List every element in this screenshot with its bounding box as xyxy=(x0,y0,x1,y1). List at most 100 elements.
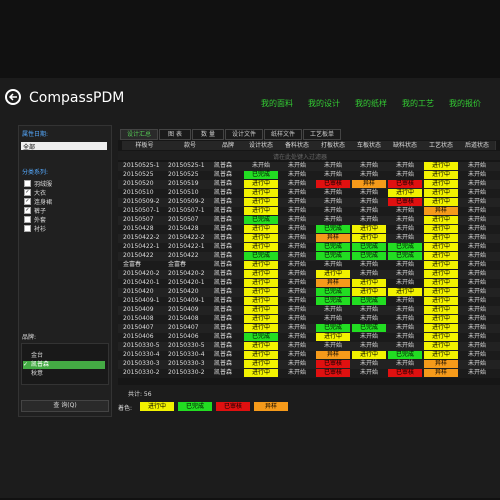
checkbox[interactable]: ✓ xyxy=(24,198,31,205)
status-cell: 未开始 xyxy=(323,198,342,205)
cell: 20150330-5 xyxy=(123,342,160,349)
status-cell: 未开始 xyxy=(287,180,306,187)
filter-hint[interactable]: 请在此处键入过滤器 xyxy=(273,154,328,161)
column-header: 车板状态 xyxy=(351,141,388,150)
column-header: 缺料状态 xyxy=(387,141,424,150)
status-cell: 未开始 xyxy=(467,198,486,205)
cell: 20150330-3 xyxy=(123,360,160,367)
row-bg xyxy=(118,324,500,333)
category-item[interactable]: 外套 xyxy=(34,217,47,224)
cell: 20150422-2 xyxy=(123,234,160,241)
status-cell: 未开始 xyxy=(467,180,486,187)
status-cell: 进行中 xyxy=(352,288,386,296)
status-cell: 未开始 xyxy=(287,297,306,304)
legend-label: 着色: xyxy=(118,405,133,412)
cell: 凯普森 xyxy=(214,324,233,331)
nav-item[interactable]: 我的工艺 xyxy=(402,99,434,108)
cell: 凯普森 xyxy=(214,162,233,169)
brand-item[interactable]: 凯普森 xyxy=(23,361,105,369)
status-cell: 已完成 xyxy=(316,252,350,260)
cell: 20150406 xyxy=(123,333,154,340)
category-item[interactable]: 衬衫 xyxy=(34,226,47,233)
status-cell: 进行中 xyxy=(244,198,278,206)
status-cell: 进行中 xyxy=(244,279,278,287)
cell: 20150422-1 xyxy=(168,243,205,250)
status-cell: 未开始 xyxy=(467,162,486,169)
category-item[interactable]: 羽绒服 xyxy=(34,181,53,188)
checkbox[interactable] xyxy=(24,216,31,223)
status-cell: 进行中 xyxy=(352,234,386,242)
status-cell: 未开始 xyxy=(359,162,378,169)
cell: 20150406 xyxy=(168,333,199,340)
row-bg xyxy=(118,288,500,297)
status-cell: 未开始 xyxy=(467,288,486,295)
status-cell: 未开始 xyxy=(323,171,342,178)
status-cell: 未开始 xyxy=(467,171,486,178)
status-cell: 进行中 xyxy=(244,306,278,314)
cell: 凯普森 xyxy=(214,198,233,205)
brand-item[interactable]: 秋意 xyxy=(31,370,44,377)
status-cell: 未开始 xyxy=(395,207,414,214)
cell: 凯普森 xyxy=(214,315,233,322)
cell: 凯普森 xyxy=(214,306,233,313)
row-bg xyxy=(118,162,500,171)
status-cell: 进行中 xyxy=(424,351,458,359)
tab[interactable]: 工艺板单 xyxy=(303,129,341,140)
tab[interactable]: 设计文件 xyxy=(225,129,263,140)
status-cell: 进行中 xyxy=(424,261,458,269)
status-cell: 未开始 xyxy=(323,207,342,214)
status-cell: 未开始 xyxy=(359,198,378,205)
status-cell: 已完成 xyxy=(388,243,422,251)
brand-item[interactable]: 金台 xyxy=(31,352,44,359)
status-cell: 未开始 xyxy=(395,216,414,223)
nav-item[interactable]: 我的面料 xyxy=(261,99,293,108)
status-cell: 进行中 xyxy=(244,207,278,215)
status-cell: 进行中 xyxy=(424,234,458,242)
cell: 凯普森 xyxy=(214,288,233,295)
nav-item[interactable]: 我的报价 xyxy=(449,99,481,108)
cell: 20150330-4 xyxy=(123,351,160,358)
status-cell: 已完成 xyxy=(388,252,422,260)
row-bg xyxy=(118,234,500,243)
back-arrow xyxy=(8,93,17,101)
cell: 20150525 xyxy=(168,171,199,178)
cell: 20150409-1 xyxy=(123,297,160,304)
status-cell: 未开始 xyxy=(323,189,342,196)
status-cell: 未开始 xyxy=(251,162,270,169)
status-cell: 进行中 xyxy=(424,288,458,296)
row-bg xyxy=(118,189,500,198)
date-input[interactable]: 全部 xyxy=(21,142,107,151)
row-bg xyxy=(118,315,500,324)
status-cell: 未开始 xyxy=(467,297,486,304)
cell: 20150420-2 xyxy=(168,270,205,277)
status-cell: 进行中 xyxy=(244,234,278,242)
category-item[interactable]: 大衣 xyxy=(34,190,47,197)
status-cell: 未开始 xyxy=(287,270,306,277)
status-cell: 进行中 xyxy=(244,351,278,359)
back-button[interactable] xyxy=(5,89,21,105)
column-header: 打板状态 xyxy=(315,141,352,150)
checkbox[interactable]: ✓ xyxy=(24,189,31,196)
nav-item[interactable]: 我的纸样 xyxy=(355,99,387,108)
category-item[interactable]: 裤子 xyxy=(34,208,47,215)
status-cell: 未开始 xyxy=(395,261,414,268)
cell: 凯普森 xyxy=(214,252,233,259)
checkbox[interactable] xyxy=(24,225,31,232)
column-header: 款号 xyxy=(167,141,214,150)
cell: 20150507-1 xyxy=(123,207,160,214)
tab[interactable]: 图 表 xyxy=(159,129,191,140)
tab[interactable]: 数 量 xyxy=(192,129,224,140)
cell: 20150507 xyxy=(168,216,199,223)
date-label: 属性日期: xyxy=(22,131,49,138)
status-cell: 进行中 xyxy=(424,270,458,278)
query-button[interactable]: 查 询(Q) xyxy=(21,400,109,412)
tab[interactable]: 纸样文件 xyxy=(264,129,302,140)
tab[interactable]: 设计汇总 xyxy=(120,129,158,140)
category-item[interactable]: 连身裙 xyxy=(34,199,53,206)
status-cell: 已审核 xyxy=(316,180,350,188)
checkbox[interactable] xyxy=(24,180,31,187)
nav-item[interactable]: 我的设计 xyxy=(308,99,340,108)
checkbox[interactable]: ✓ xyxy=(24,207,31,214)
status-cell: 进行中 xyxy=(244,189,278,197)
